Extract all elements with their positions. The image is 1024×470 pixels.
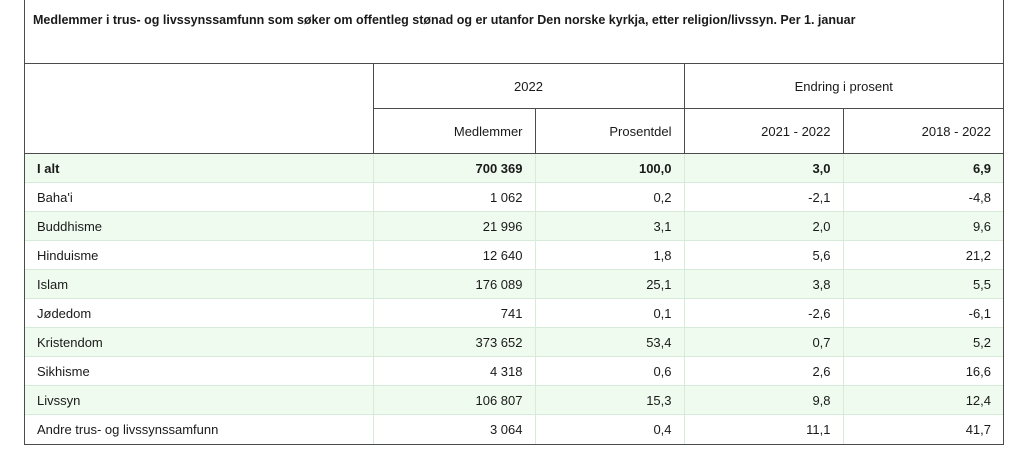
cell-change-4y: 6,9	[842, 153, 1004, 183]
cell-members: 1 062	[372, 182, 535, 212]
cell-share: 100,0	[534, 153, 685, 183]
cell-change-4y: 5,5	[842, 269, 1004, 299]
stub-header	[25, 64, 373, 154]
row-label: Andre trus- og livssynssamfunn	[37, 421, 219, 437]
statistics-table-panel: Medlemmer i trus- og livssynssamfunn som…	[24, 0, 1004, 445]
row-label: Kristendom	[25, 327, 373, 357]
statistics-table: 2022 Endring i prosent Medlemmer Prosent…	[25, 64, 1004, 444]
header-change: Endring i prosent	[683, 64, 1004, 109]
column-header-members: Medlemmer	[372, 108, 535, 154]
cell-share: 0,2	[534, 182, 685, 212]
cell-members: 373 652	[372, 327, 535, 357]
cell-change-1y: 11,1	[683, 414, 844, 444]
cell-members: 21 996	[372, 211, 535, 241]
cell-change-4y: 5,2	[842, 327, 1004, 357]
cell-change-4y: 12,4	[842, 385, 1004, 415]
table-row: Baha'i 1 062 0,2 -2,1 -4,8	[25, 182, 1004, 212]
cell-share: 25,1	[534, 269, 685, 299]
cell-change-4y: 9,6	[842, 211, 1004, 241]
cell-share: 15,3	[534, 385, 685, 415]
cell-change-1y: 2,0	[683, 211, 844, 241]
cell-change-1y: 3,0	[683, 153, 844, 183]
column-header-change-1y: 2021 - 2022	[683, 108, 844, 154]
cell-change-1y: 5,6	[683, 240, 844, 270]
cell-change-4y: 16,6	[842, 356, 1004, 386]
table-row: Jødedom 741 0,1 -2,6 -6,1	[25, 298, 1004, 328]
cell-share: 0,4	[534, 414, 685, 444]
cell-change-4y: -6,1	[842, 298, 1004, 328]
row-label: Jødedom	[25, 298, 373, 328]
cell-change-1y: 0,7	[683, 327, 844, 357]
cell-share: 53,4	[534, 327, 685, 357]
cell-members: 12 640	[372, 240, 535, 270]
cell-share: 1,8	[534, 240, 685, 270]
row-label: Baha'i	[25, 182, 373, 212]
cell-members: 700 369	[372, 153, 535, 183]
table-row: Livssyn 106 807 15,3 9,8 12,4	[25, 385, 1004, 415]
header-year: 2022	[372, 64, 685, 109]
cell-share: 3,1	[534, 211, 685, 241]
cell-members: 176 089	[372, 269, 535, 299]
column-header-share: Prosentdel	[534, 108, 685, 154]
column-header-change-4y: 2018 - 2022	[842, 108, 1004, 154]
table-row-total: I alt 700 369 100,0 3,0 6,9	[25, 153, 1004, 183]
cell-members: 3 064	[372, 414, 535, 444]
cell-members: 4 318	[372, 356, 535, 386]
cell-change-4y: 21,2	[842, 240, 1004, 270]
cell-change-1y: -2,1	[683, 182, 844, 212]
cell-change-1y: 9,8	[683, 385, 844, 415]
cell-members: 741	[372, 298, 535, 328]
row-label: Buddhisme	[25, 211, 373, 241]
cell-change-1y: 2,6	[683, 356, 844, 386]
cell-share: 0,1	[534, 298, 685, 328]
cell-members: 106 807	[372, 385, 535, 415]
table-row: Islam 176 089 25,1 3,8 5,5	[25, 269, 1004, 299]
table-caption: Medlemmer i trus- og livssynssamfunn som…	[25, 0, 1003, 64]
row-label: Hinduisme	[25, 240, 373, 270]
cell-share: 0,6	[534, 356, 685, 386]
table-row: Hinduisme 12 640 1,8 5,6 21,2	[25, 240, 1004, 270]
table-row: Sikhisme 4 318 0,6 2,6 16,6	[25, 356, 1004, 386]
table-row: Kristendom 373 652 53,4 0,7 5,2	[25, 327, 1004, 357]
table-row: Andre trus- og livssynssamfunn 3 064 0,4…	[25, 414, 1004, 444]
row-label: Livssyn	[25, 385, 373, 415]
cell-change-1y: -2,6	[683, 298, 844, 328]
row-label: Islam	[25, 269, 373, 299]
row-label: I alt	[25, 153, 373, 183]
cell-change-4y: 41,7	[842, 414, 1004, 444]
table-row: Buddhisme 21 996 3,1 2,0 9,6	[25, 211, 1004, 241]
cell-change-1y: 3,8	[683, 269, 844, 299]
row-label: Sikhisme	[25, 356, 373, 386]
cell-change-4y: -4,8	[842, 182, 1004, 212]
